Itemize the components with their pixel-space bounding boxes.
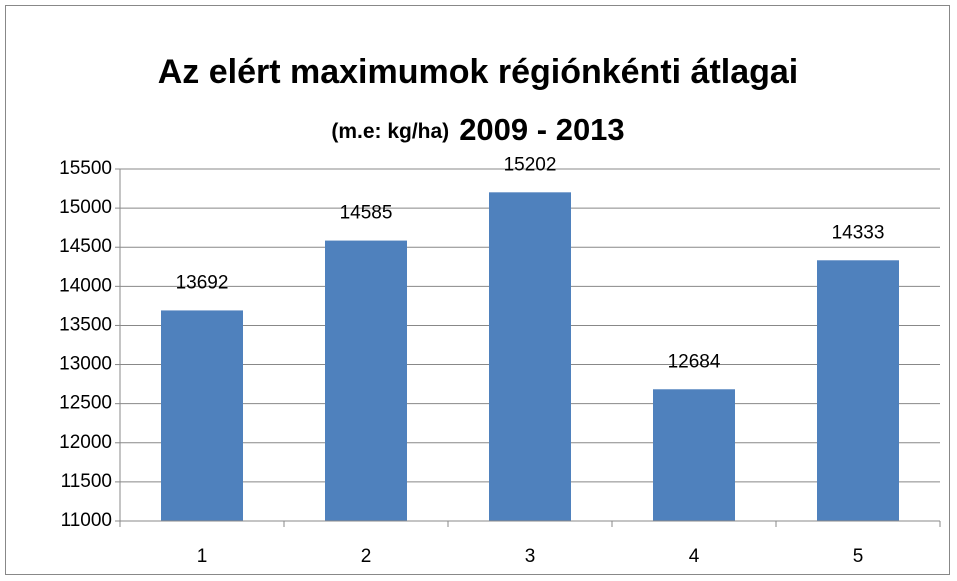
chart-title: Az elért maximumok régiónkénti átlagai <box>158 53 799 91</box>
x-tick-label: 2 <box>361 546 372 567</box>
chart-subtitle: (m.e: kg/ha) 2009 - 2013 <box>331 112 624 147</box>
y-tick-label: 13000 <box>59 354 112 375</box>
y-tick-label: 14500 <box>59 236 112 257</box>
y-tick-label: 11500 <box>61 471 112 492</box>
data-label: 15202 <box>504 154 557 175</box>
x-tick-label: 1 <box>197 546 208 567</box>
subtitle-years: 2009 - 2013 <box>459 112 624 147</box>
data-label: 13692 <box>176 272 229 293</box>
subtitle-unit: (m.e: kg/ha) <box>331 120 449 143</box>
x-tick-label: 5 <box>853 546 864 567</box>
y-tick-label: 12500 <box>59 393 112 414</box>
y-tick-label: 14000 <box>59 275 112 296</box>
y-tick-label: 12000 <box>59 432 112 453</box>
x-tick-label: 3 <box>525 546 536 567</box>
y-tick-label: 15000 <box>59 197 112 218</box>
y-tick-label: 13500 <box>59 314 112 335</box>
bar <box>161 310 243 521</box>
y-tick-label: 11000 <box>61 510 112 531</box>
bar <box>489 192 571 521</box>
data-label: 12684 <box>668 351 721 372</box>
x-tick-label: 4 <box>689 546 700 567</box>
data-label: 14585 <box>340 203 393 224</box>
bar <box>325 240 407 521</box>
bar <box>653 389 735 521</box>
bar <box>817 260 899 521</box>
data-label: 14333 <box>832 222 885 243</box>
y-tick-label: 15500 <box>59 158 112 179</box>
